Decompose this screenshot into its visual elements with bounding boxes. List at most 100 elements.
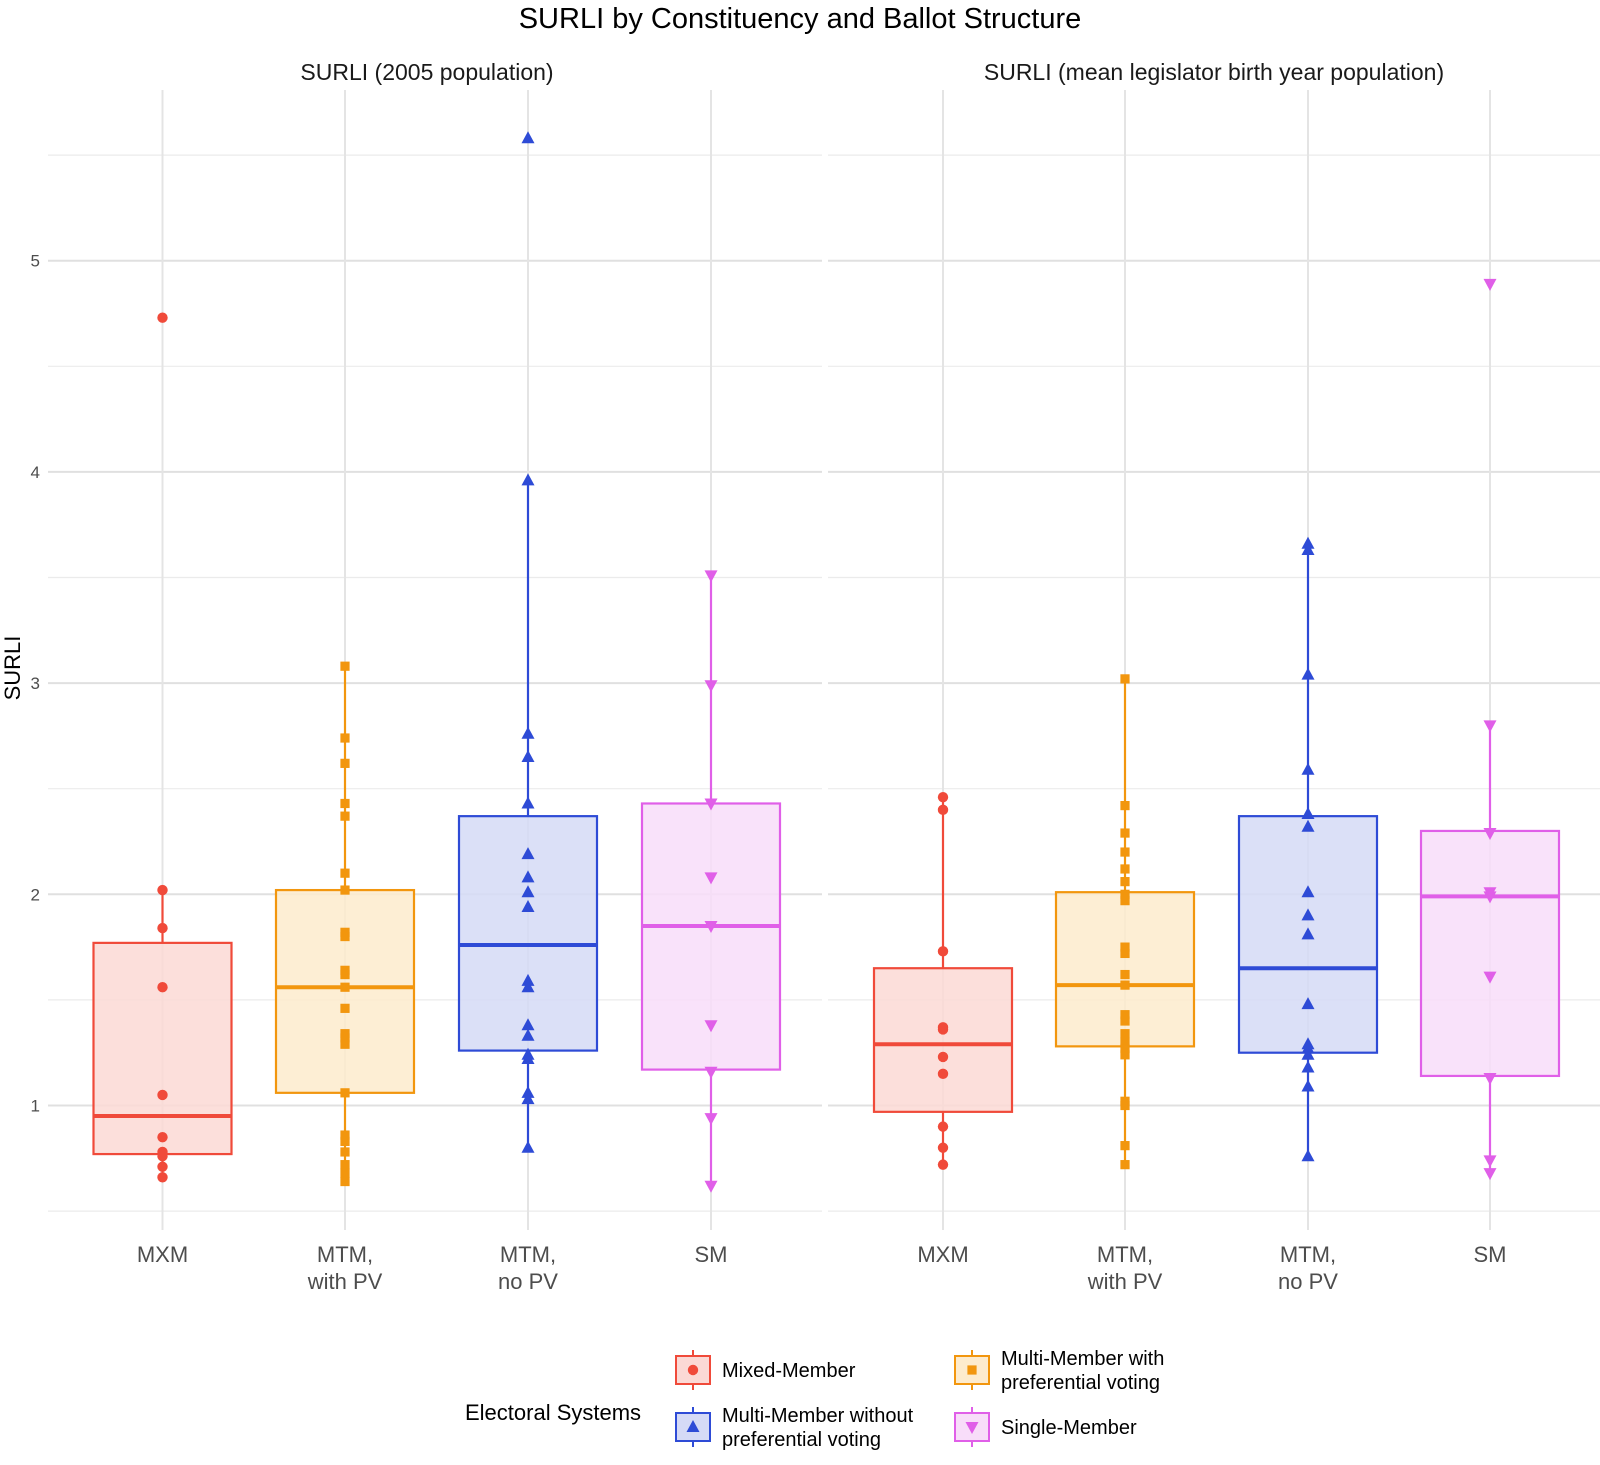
panel-2: SURLI (mean legislator birth year popula…	[828, 59, 1600, 1294]
x-tick-label: SM	[695, 1242, 728, 1267]
facet-title: SURLI (mean legislator birth year popula…	[984, 59, 1444, 85]
data-point	[1120, 948, 1130, 959]
data-point	[704, 872, 718, 885]
data-point	[340, 1160, 350, 1170]
data-point	[1120, 896, 1130, 906]
data-point	[1301, 543, 1315, 556]
data-point	[521, 131, 535, 144]
data-point	[1483, 278, 1497, 291]
y-tick-label: 4	[31, 463, 40, 482]
data-point	[1120, 1029, 1130, 1039]
data-point	[340, 965, 350, 975]
data-point	[340, 885, 350, 895]
legend-marker	[967, 1365, 977, 1375]
legend-item-mtm_nopv: Multi-Member without preferential voting	[675, 1405, 914, 1451]
data-point	[521, 1028, 535, 1041]
data-point	[521, 1047, 535, 1060]
box-sm	[640, 570, 782, 1193]
chart-title: SURLI by Constituency and Ballot Structu…	[519, 3, 1082, 35]
panel-1: SURLI (2005 population) 1 2 3 4 5 MXM MTM, with …	[31, 59, 822, 1294]
x-tick-label: SM	[1474, 1242, 1507, 1267]
box-mxm	[872, 791, 1014, 1170]
data-point	[1120, 942, 1130, 952]
x-tick-label: MTM, with PV	[1087, 1242, 1163, 1294]
box-mtm_pv	[1054, 674, 1196, 1170]
data-point	[521, 870, 535, 883]
legend-label: Multi-Member with preferential voting	[1001, 1348, 1164, 1394]
data-point	[1483, 1168, 1497, 1181]
data-point	[340, 1088, 350, 1098]
data-point	[1301, 1149, 1315, 1162]
data-point	[521, 1092, 535, 1105]
data-point	[340, 1147, 350, 1157]
data-point	[1120, 800, 1130, 811]
data-point	[1120, 1096, 1130, 1106]
y-tick-label: 5	[31, 252, 40, 271]
data-point	[1483, 887, 1497, 900]
data-point	[1301, 1060, 1315, 1073]
data-point	[157, 312, 168, 323]
legend-marker	[686, 1420, 700, 1432]
data-point	[1301, 807, 1315, 820]
x-tick-label: MTM, with PV	[307, 1242, 383, 1294]
data-point	[1483, 1073, 1497, 1086]
y-tick-label: 1	[31, 1097, 40, 1116]
data-point	[521, 847, 535, 860]
data-point	[521, 980, 535, 993]
box-mtm_nopv	[457, 131, 599, 1153]
data-point	[340, 661, 350, 671]
legend-item-mtm_pv: Multi-Member with preferential voting	[954, 1348, 1164, 1394]
data-point	[1483, 971, 1497, 984]
data-point	[704, 680, 718, 693]
data-point	[340, 868, 350, 878]
data-point	[521, 473, 535, 486]
box-body	[872, 967, 1014, 1113]
data-point	[1301, 536, 1315, 549]
data-point	[1301, 667, 1315, 680]
data-point	[704, 798, 718, 811]
y-axis-label: SURLI	[0, 636, 25, 701]
data-point	[1301, 762, 1315, 775]
data-point	[521, 726, 535, 739]
data-point	[1301, 885, 1315, 898]
data-point	[704, 1180, 718, 1193]
data-point	[1120, 1050, 1130, 1060]
plot-panels: SURLI (2005 population) 1 2 3 4 5 MXM MTM, with …	[31, 59, 1600, 1294]
data-point	[704, 570, 718, 583]
data-point	[937, 804, 949, 816]
data-point	[521, 899, 535, 912]
data-point	[1120, 674, 1130, 684]
data-point	[1120, 889, 1130, 899]
data-point	[340, 982, 350, 992]
data-point	[157, 1172, 168, 1183]
data-point	[1301, 927, 1315, 940]
data-point	[340, 758, 350, 768]
data-point	[1301, 1037, 1315, 1050]
x-tick-label: MTM, no PV	[498, 1242, 558, 1294]
data-point	[1120, 1010, 1130, 1020]
data-point	[704, 920, 718, 933]
data-point	[1301, 1047, 1315, 1060]
data-point	[704, 1066, 718, 1079]
data-point	[157, 884, 168, 896]
data-point	[340, 927, 350, 937]
data-point	[340, 798, 350, 809]
data-point	[1120, 828, 1130, 838]
data-point	[340, 1136, 350, 1147]
data-point	[1120, 1043, 1130, 1054]
y-tick-label: 3	[31, 674, 40, 693]
box-mxm	[92, 312, 233, 1183]
data-point	[340, 733, 350, 743]
x-tick-label: MXM	[917, 1242, 968, 1267]
data-point	[1120, 1037, 1130, 1047]
data-point	[157, 1161, 168, 1172]
data-point	[340, 1003, 350, 1013]
legend-label: Mixed-Member	[722, 1360, 856, 1382]
box-body	[92, 941, 233, 1156]
data-point	[1120, 1141, 1130, 1151]
data-point	[1120, 980, 1130, 990]
data-point	[157, 1131, 168, 1143]
data-point	[521, 1140, 535, 1153]
legend-label: Single-Member	[1001, 1417, 1137, 1439]
